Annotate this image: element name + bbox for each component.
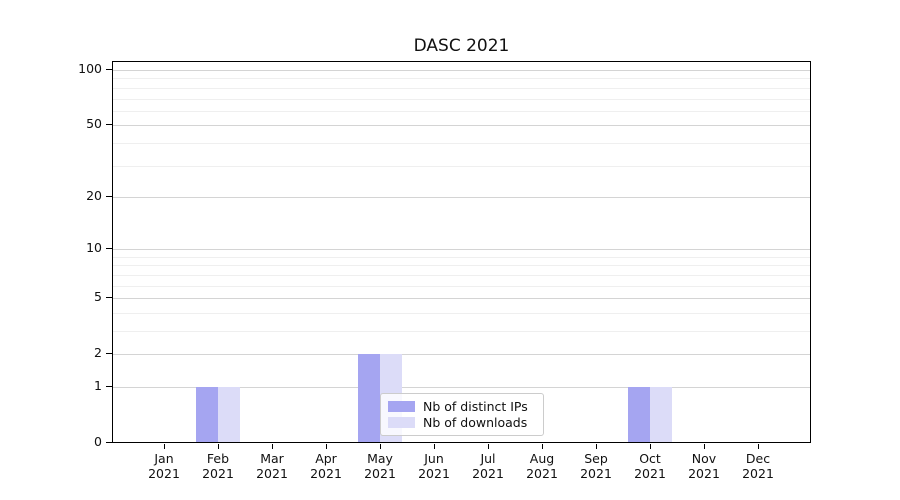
minor-gridline xyxy=(113,142,810,144)
y-axis-tick-label: 50 xyxy=(86,116,102,132)
x-axis-tick-label: Jul 2021 xyxy=(472,451,504,481)
x-tick-mark xyxy=(650,444,651,449)
major-gridline xyxy=(113,249,810,251)
bar-feb-series0 xyxy=(196,386,218,442)
minor-gridline xyxy=(113,265,810,267)
x-axis-tick-label: May 2021 xyxy=(364,451,396,481)
x-axis-tick-label: Jun 2021 xyxy=(418,451,450,481)
x-axis-tick-label: Oct 2021 xyxy=(634,451,666,481)
x-axis-tick-label: Sep 2021 xyxy=(580,451,612,481)
minor-gridline xyxy=(113,330,810,332)
x-tick-mark xyxy=(218,444,219,449)
y-tick-mark xyxy=(106,248,112,250)
x-axis-tick-label: Apr 2021 xyxy=(310,451,342,481)
y-tick-mark xyxy=(106,353,112,355)
y-tick-mark xyxy=(106,69,112,71)
bar-oct-series0 xyxy=(628,386,650,442)
bar-feb-series1 xyxy=(218,386,240,442)
major-gridline xyxy=(113,298,810,300)
x-tick-mark xyxy=(272,444,273,449)
minor-gridline xyxy=(113,87,810,89)
x-tick-mark xyxy=(758,444,759,449)
y-tick-mark xyxy=(106,442,112,443)
y-tick-mark xyxy=(106,195,112,197)
major-gridline xyxy=(113,70,810,72)
x-tick-mark xyxy=(596,444,597,449)
x-axis-tick-label: Mar 2021 xyxy=(256,451,288,481)
minor-gridline xyxy=(113,78,810,80)
x-tick-mark xyxy=(164,444,165,449)
minor-gridline xyxy=(113,312,810,314)
x-axis-tick-label: Aug 2021 xyxy=(526,451,558,481)
x-axis-tick-label: Dec 2021 xyxy=(742,451,774,481)
y-axis-tick-label: 1 xyxy=(94,377,102,393)
major-gridline xyxy=(113,196,810,198)
x-axis-tick-label: Nov 2021 xyxy=(688,451,720,481)
y-axis-tick-label: 0 xyxy=(94,434,102,449)
x-axis-tick-label: Feb 2021 xyxy=(202,451,234,481)
legend-item-distinct-ips: Nb of distinct IPs xyxy=(388,398,536,414)
plot-area xyxy=(112,61,811,443)
x-tick-mark xyxy=(380,444,381,449)
x-axis-tick-label: Jan 2021 xyxy=(148,451,180,481)
x-tick-mark xyxy=(326,444,327,449)
x-tick-mark xyxy=(704,444,705,449)
x-tick-mark xyxy=(488,444,489,449)
x-tick-mark xyxy=(434,444,435,449)
y-axis-tick-label: 2 xyxy=(94,345,102,361)
major-gridline xyxy=(113,386,810,388)
minor-gridline xyxy=(113,285,810,287)
y-axis-tick-label: 5 xyxy=(94,289,102,305)
major-gridline xyxy=(113,125,810,127)
legend-label-downloads: Nb of downloads xyxy=(423,415,528,431)
legend-label-distinct-ips: Nb of distinct IPs xyxy=(423,398,528,414)
minor-gridline xyxy=(113,274,810,276)
major-gridline xyxy=(113,354,810,356)
legend-swatch-downloads xyxy=(388,417,415,429)
y-tick-mark xyxy=(106,385,112,387)
y-tick-mark xyxy=(106,297,112,299)
y-tick-mark xyxy=(106,124,112,126)
bar-oct-series1 xyxy=(650,386,672,442)
x-tick-mark xyxy=(542,444,543,449)
y-axis-tick-label: 10 xyxy=(86,240,102,256)
legend: Nb of distinct IPs Nb of downloads xyxy=(380,393,544,436)
chart-title: DASC 2021 xyxy=(413,36,510,56)
minor-gridline xyxy=(113,256,810,258)
y-axis-tick-label: 100 xyxy=(78,61,102,77)
minor-gridline xyxy=(113,98,810,100)
legend-swatch-distinct-ips xyxy=(388,400,415,412)
minor-gridline xyxy=(113,165,810,167)
bar-may-series0 xyxy=(358,354,380,442)
y-axis-tick-label: 20 xyxy=(86,187,102,203)
minor-gridline xyxy=(113,110,810,112)
legend-item-downloads: Nb of downloads xyxy=(388,415,536,431)
